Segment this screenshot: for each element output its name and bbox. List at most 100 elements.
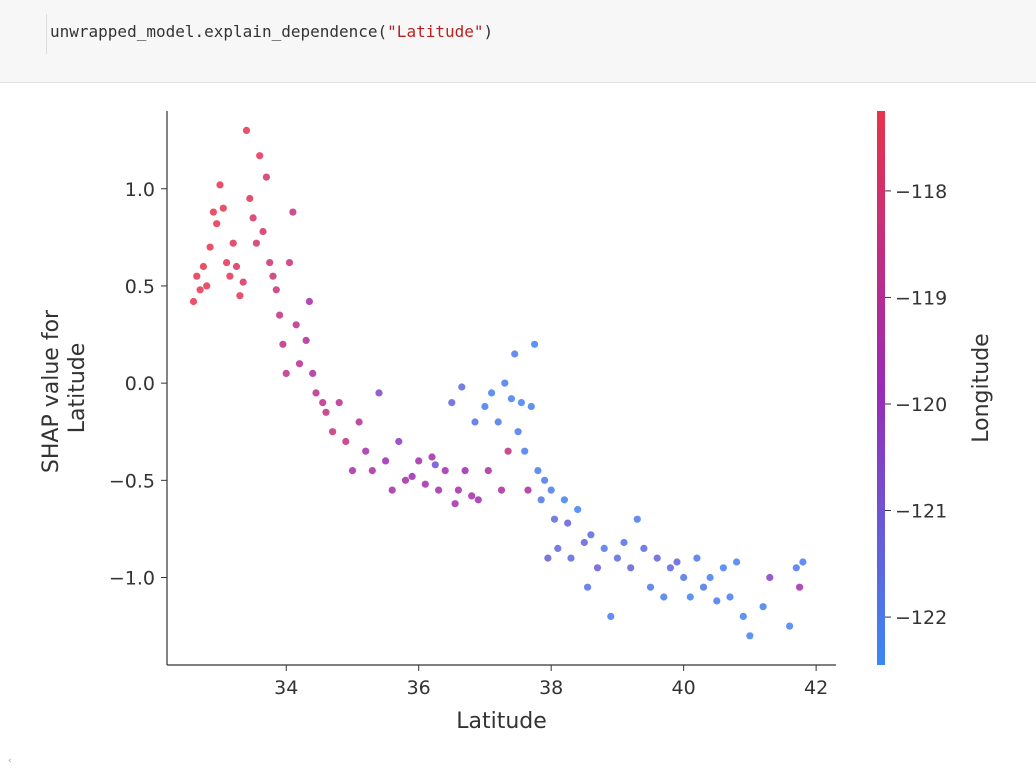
scatter-point — [550, 515, 559, 523]
scatter-point — [468, 492, 476, 500]
scatter-point — [541, 476, 549, 484]
scatter-point — [524, 486, 532, 494]
colorbar-tick-label: −120 — [895, 394, 947, 416]
y-axis-label: SHAP value for Latitude — [39, 303, 90, 473]
scatter-point — [259, 227, 267, 236]
scatter-point — [329, 428, 337, 436]
scatter-point — [415, 457, 423, 465]
y-tick-label: −1.0 — [109, 568, 155, 590]
scatter-point — [517, 399, 526, 407]
scatter-point — [226, 272, 234, 280]
scatter-point — [408, 472, 416, 480]
scatter-point — [660, 593, 668, 601]
x-tick-label: 34 — [274, 677, 298, 699]
scatter-point — [229, 239, 237, 247]
scatter-point — [206, 243, 214, 251]
scroll-left-icon[interactable]: ‹ — [8, 756, 12, 766]
x-tick-label: 42 — [804, 677, 828, 699]
x-axis-ticks: 34 36 38 40 42 — [274, 665, 828, 699]
scatter-point — [448, 399, 456, 407]
scatter-point — [633, 515, 641, 523]
scatter-point — [574, 505, 582, 514]
scatter-point — [272, 286, 280, 294]
scatter-point — [686, 593, 694, 601]
code-argument: "Latitude" — [387, 22, 484, 41]
scatter-point — [739, 612, 747, 621]
scatter-point — [666, 564, 675, 572]
scatter-point — [501, 379, 509, 387]
scatter-point — [537, 496, 545, 504]
y-axis-ticks: −1.0 −0.5 0.0 0.5 1.0 — [109, 179, 167, 590]
scatter-point — [786, 622, 794, 630]
scatter-point — [593, 564, 602, 572]
scatter-point — [458, 383, 466, 391]
scatter-point — [511, 350, 519, 358]
scatter-point — [527, 402, 535, 411]
colorbar-tick-label: −118 — [895, 181, 947, 203]
scatter-point — [421, 480, 429, 488]
scatter-point — [401, 476, 410, 484]
scatter-point — [497, 486, 506, 494]
scatter-point — [531, 340, 539, 348]
scatter-point — [587, 531, 595, 539]
scatter-point — [285, 259, 294, 267]
scatter-point — [792, 564, 800, 572]
scatter-point — [504, 447, 512, 455]
scatter-point — [451, 500, 459, 508]
scatter-point — [388, 486, 396, 494]
scatter-point — [627, 564, 635, 572]
scatter-point — [544, 554, 552, 562]
scatter-point — [474, 496, 482, 504]
scatter-point — [713, 597, 721, 605]
scatter-point — [242, 126, 251, 134]
scatter-point — [348, 467, 357, 475]
x-tick-label: 40 — [672, 677, 696, 699]
y-tick-label: 0.5 — [125, 276, 155, 298]
scatter-point — [799, 558, 807, 566]
scatter-point — [196, 286, 204, 294]
scatter-point — [193, 272, 201, 280]
scatter-point — [282, 369, 290, 377]
scatter-point — [223, 259, 231, 267]
scatter-point — [256, 152, 264, 160]
scatter-point — [209, 208, 217, 216]
colorbar — [877, 111, 885, 665]
scatter-point — [564, 519, 572, 527]
scatter-point — [454, 486, 462, 494]
scatter-point — [312, 389, 320, 397]
scatter-point — [435, 486, 443, 494]
scatter-point — [733, 558, 741, 566]
code-open-paren: ( — [377, 22, 388, 41]
colorbar-tick-label: −119 — [895, 287, 947, 309]
code-cell[interactable]: unwrapped_model.explain_dependence("Lati… — [0, 0, 1036, 83]
scatter-point — [266, 259, 274, 267]
scatter-point — [246, 194, 254, 203]
scatter-point — [461, 467, 469, 475]
scatter-point — [646, 583, 655, 591]
scatter-point — [375, 389, 383, 397]
scatter-point — [494, 418, 502, 426]
colorbar-ticks: −122 −121 −120 −119 −118 — [885, 181, 947, 629]
scatter-point — [431, 461, 439, 469]
scatter-point — [534, 467, 542, 475]
scatter-point — [796, 583, 804, 591]
scatter-point — [292, 321, 300, 329]
scatter-point — [335, 399, 343, 407]
scatter-point — [279, 340, 287, 348]
scatter-point — [362, 447, 370, 455]
scatter-point — [719, 564, 728, 572]
scatter-point — [219, 204, 227, 212]
scatter-point — [395, 437, 403, 446]
code-line[interactable]: unwrapped_model.explain_dependence("Lati… — [50, 22, 493, 41]
code-cell-gutter — [46, 14, 47, 54]
colorbar-tick-label: −122 — [895, 607, 947, 629]
scatter-point — [680, 573, 688, 582]
y-tick-label: 1.0 — [125, 179, 155, 201]
scatter-point — [514, 428, 522, 436]
code-method: explain_dependence — [204, 22, 378, 41]
scatter-point — [620, 538, 628, 547]
scatter-point — [584, 583, 592, 591]
scatter-point — [607, 612, 615, 621]
scatter-point — [355, 418, 363, 426]
scatter-point — [262, 173, 270, 181]
